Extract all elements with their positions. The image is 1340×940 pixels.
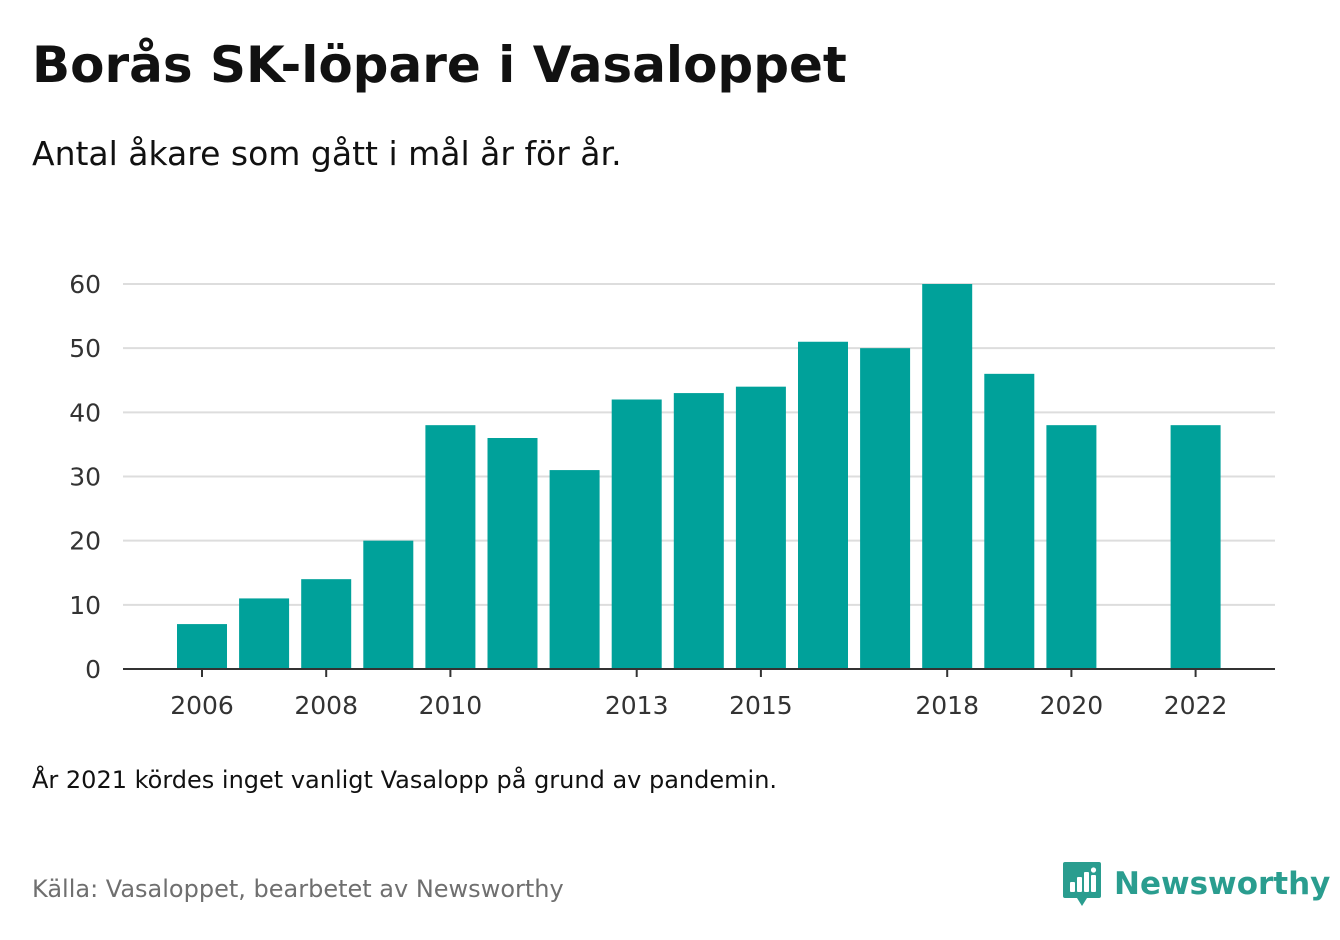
y-tick-label: 0 (85, 655, 101, 684)
bar-2007 (239, 598, 290, 669)
chart-title: Borås SK-löpare i Vasaloppet (32, 36, 847, 94)
bar-2011 (487, 438, 538, 669)
bar-2014 (673, 393, 724, 669)
bar-2019 (984, 373, 1035, 669)
source-credit: Källa: Vasaloppet, bearbetet av Newswort… (32, 875, 564, 903)
y-tick-label: 60 (69, 270, 101, 299)
newsworthy-logo-icon (1063, 862, 1101, 906)
bar-2015 (735, 386, 786, 669)
bar-2009 (363, 540, 414, 669)
bar-2020 (1046, 425, 1097, 669)
bar-2018 (922, 284, 973, 669)
y-tick-label: 30 (69, 463, 101, 492)
bar-2013 (611, 399, 662, 669)
bar-2008 (301, 579, 352, 669)
x-tick-label: 2015 (729, 691, 793, 720)
chart-subtitle: Antal åkare som gått i mål år för år. (32, 134, 622, 173)
y-axis-labels: 0 10 20 30 40 50 60 (69, 270, 101, 684)
y-tick-label: 20 (69, 527, 101, 556)
x-tick-label: 2013 (605, 691, 669, 720)
bar-2022 (1170, 425, 1221, 669)
brand-logo: Newsworthy (1062, 860, 1330, 908)
x-tick-label: 2010 (419, 691, 483, 720)
x-axis-ticks (201, 669, 1197, 677)
brand-name: Newsworthy (1114, 866, 1331, 902)
bar-2010 (425, 425, 476, 669)
x-tick-label: 2008 (294, 691, 358, 720)
y-tick-label: 40 (69, 398, 101, 427)
chart-footnote: År 2021 kördes inget vanligt Vasalopp på… (32, 766, 778, 794)
y-tick-label: 50 (69, 334, 101, 363)
x-tick-label: 2018 (915, 691, 979, 720)
y-tick-label: 10 (69, 591, 101, 620)
bar-2006 (177, 624, 227, 669)
x-tick-label: 2022 (1164, 691, 1228, 720)
bars (177, 284, 1221, 669)
x-tick-label: 2020 (1040, 691, 1104, 720)
x-axis-labels: 2006 2008 2010 2013 2015 2018 2020 2022 (170, 691, 1227, 720)
x-tick-label: 2006 (170, 691, 234, 720)
bar-2012 (549, 470, 600, 669)
bar-2017 (860, 348, 911, 669)
bar-2016 (798, 341, 848, 669)
